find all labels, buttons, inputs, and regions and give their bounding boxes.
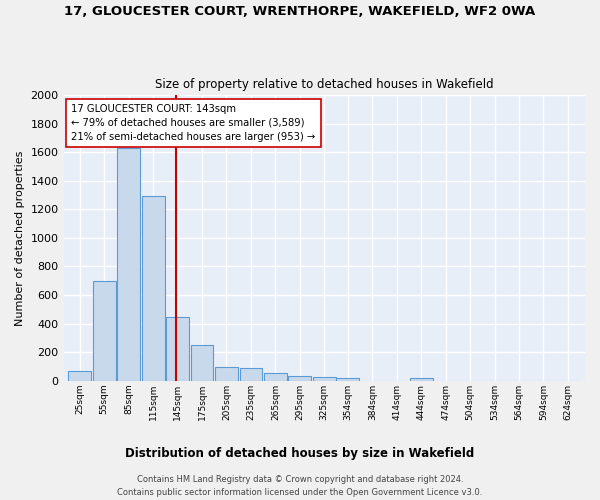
Bar (313, 376, 335, 381)
Text: Distribution of detached houses by size in Wakefield: Distribution of detached houses by size … (125, 448, 475, 460)
Y-axis label: Number of detached properties: Number of detached properties (15, 150, 25, 326)
Bar (289, 376, 311, 381)
Text: 17, GLOUCESTER COURT, WRENTHORPE, WAKEFIELD, WF2 0WA: 17, GLOUCESTER COURT, WRENTHORPE, WAKEFI… (64, 5, 536, 18)
Bar (68, 372, 91, 381)
Bar (215, 366, 238, 381)
Bar (93, 281, 116, 381)
Bar (118, 148, 140, 381)
Bar (410, 378, 433, 381)
Bar (166, 316, 189, 381)
Bar (337, 378, 359, 381)
Bar (239, 368, 262, 381)
Text: 17 GLOUCESTER COURT: 143sqm
← 79% of detached houses are smaller (3,589)
21% of : 17 GLOUCESTER COURT: 143sqm ← 79% of det… (71, 104, 316, 142)
Title: Size of property relative to detached houses in Wakefield: Size of property relative to detached ho… (155, 78, 494, 91)
Bar (191, 344, 214, 381)
Text: Contains HM Land Registry data © Crown copyright and database right 2024.
Contai: Contains HM Land Registry data © Crown c… (118, 476, 482, 497)
Bar (264, 374, 287, 381)
Bar (142, 196, 164, 381)
